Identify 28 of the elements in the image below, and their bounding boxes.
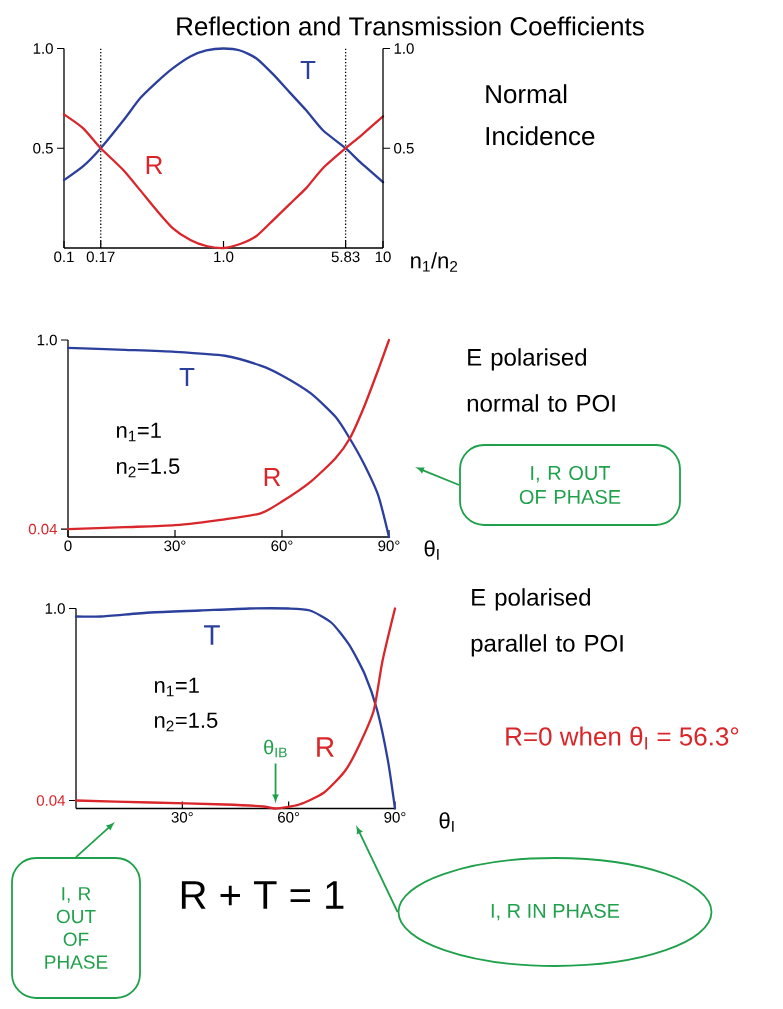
y-tick-label: 0.04 bbox=[28, 523, 58, 535]
text: R=0 when θ$_{I}$ = 56.3° bbox=[506, 726, 739, 750]
x-tick-label: 90° bbox=[384, 812, 406, 823]
annotation: n$_{2}$=1.5 bbox=[117, 458, 180, 478]
x-axis-title: θ$_{I}$ bbox=[424, 540, 439, 560]
text: E polarised normal to POI bbox=[467, 348, 615, 412]
x-tick-label: 30° bbox=[171, 812, 193, 823]
series-label: T bbox=[204, 625, 220, 645]
x-tick-label: 60° bbox=[278, 812, 300, 823]
y-tick-label: 0.04 bbox=[36, 795, 66, 806]
series-label: T bbox=[179, 368, 195, 386]
x-tick-label: 30° bbox=[164, 540, 186, 552]
series-label: R bbox=[264, 468, 281, 486]
x-tick-label: 90° bbox=[378, 540, 400, 552]
text: E polarised parallel to POI bbox=[471, 588, 623, 657]
text: I, R OUT OF PHASE bbox=[45, 887, 108, 969]
text: R + T = 1 bbox=[181, 881, 344, 909]
annotation: θ$_{IB}$ bbox=[264, 739, 287, 758]
annotation: n$_{1}$=1 bbox=[155, 677, 199, 697]
x-axis-title: θ$_{I}$ bbox=[439, 812, 454, 832]
annotation: n$_{1}$=1 bbox=[117, 422, 161, 442]
annotation: n$_{2}$=1.5 bbox=[155, 712, 218, 732]
text: I, R IN PHASE bbox=[491, 903, 620, 921]
series-label: R bbox=[317, 737, 334, 757]
x-tick-label: 60° bbox=[271, 540, 293, 552]
text: I, R OUT OF PHASE bbox=[519, 465, 621, 505]
x-tick-label: 0 bbox=[64, 540, 72, 552]
y-tick-label: 1.0 bbox=[37, 334, 57, 346]
